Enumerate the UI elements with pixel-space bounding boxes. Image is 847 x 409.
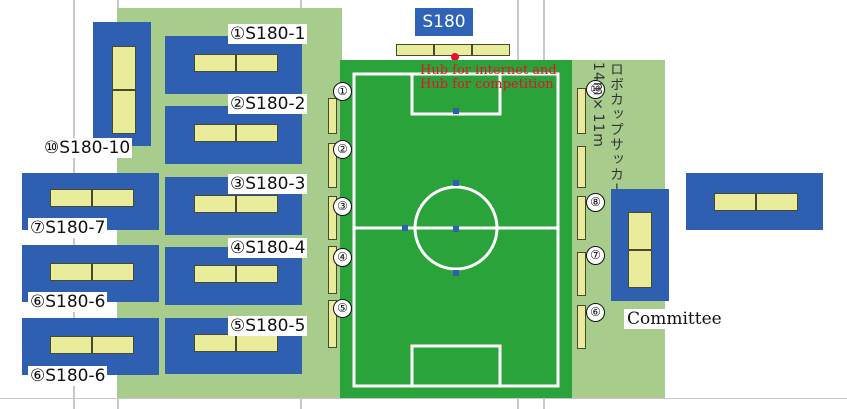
field-post-right-9 bbox=[577, 146, 586, 188]
field-marker-8: ⑧ bbox=[586, 193, 605, 212]
court-label-s180-7: ⑥S180-6 bbox=[28, 292, 108, 312]
court-s180-10-tables bbox=[112, 46, 136, 134]
court-label-s180-3: ③S180-3 bbox=[228, 174, 308, 194]
hub-tables bbox=[396, 44, 510, 56]
s180-badge: S180 bbox=[415, 8, 473, 36]
field-marker-4: ④ bbox=[333, 248, 352, 267]
court-s180-6-tables bbox=[50, 336, 134, 354]
field-marker-10: ⑩ bbox=[586, 80, 605, 99]
field-post-left-5 bbox=[328, 300, 337, 348]
field-post-right-10 bbox=[577, 88, 586, 134]
soccer-field-lines bbox=[352, 72, 560, 388]
field-post-right-8 bbox=[577, 196, 586, 240]
field-post-right-6 bbox=[577, 305, 586, 349]
field-marker-1: ① bbox=[333, 82, 352, 101]
field-post-left-3 bbox=[328, 196, 337, 240]
court-label-s180-1: ①S180-1 bbox=[228, 24, 308, 44]
field-marker-5: ⑤ bbox=[333, 299, 352, 318]
committee-label: Committee bbox=[624, 309, 725, 329]
field-post-left-1 bbox=[328, 98, 337, 134]
court-label-s180-10: ⑩S180-10 bbox=[42, 138, 133, 158]
field-marker-7: ⑦ bbox=[586, 246, 605, 265]
court-far-right-tables bbox=[714, 193, 798, 211]
court-label-s180-2: ②S180-2 bbox=[228, 94, 308, 114]
court-label-s180-8: ⑦S180-7 bbox=[28, 218, 108, 238]
hub-label-line1: Hub for internet and bbox=[420, 63, 557, 78]
court-label-s180-4: ④S180-4 bbox=[228, 238, 308, 258]
court-s180-4-tables bbox=[194, 265, 278, 283]
field-post-left-2 bbox=[328, 143, 337, 188]
field-side-text: ロボカップサッカー 14m×11m bbox=[590, 62, 624, 197]
court-label-s180-5: ⑤S180-5 bbox=[228, 316, 308, 336]
field-marker-2: ② bbox=[333, 140, 352, 159]
court-s180-2-tables bbox=[194, 124, 278, 142]
field-marker-6: ⑥ bbox=[586, 303, 605, 322]
court-committee-tables bbox=[628, 212, 652, 288]
hub-point-icon bbox=[451, 53, 459, 61]
court-s180-1-tables bbox=[194, 54, 278, 72]
field-marker-3: ③ bbox=[333, 197, 352, 216]
field-post-left-4 bbox=[328, 246, 337, 294]
field-post-right-7 bbox=[577, 252, 586, 296]
court-s180-7-tables bbox=[50, 263, 134, 281]
court-s180-5-tables bbox=[194, 334, 278, 352]
court-s180-3-tables bbox=[194, 195, 278, 213]
court-s180-8-tables bbox=[50, 189, 134, 207]
hub-label-line2: Hub for competition bbox=[420, 77, 554, 92]
